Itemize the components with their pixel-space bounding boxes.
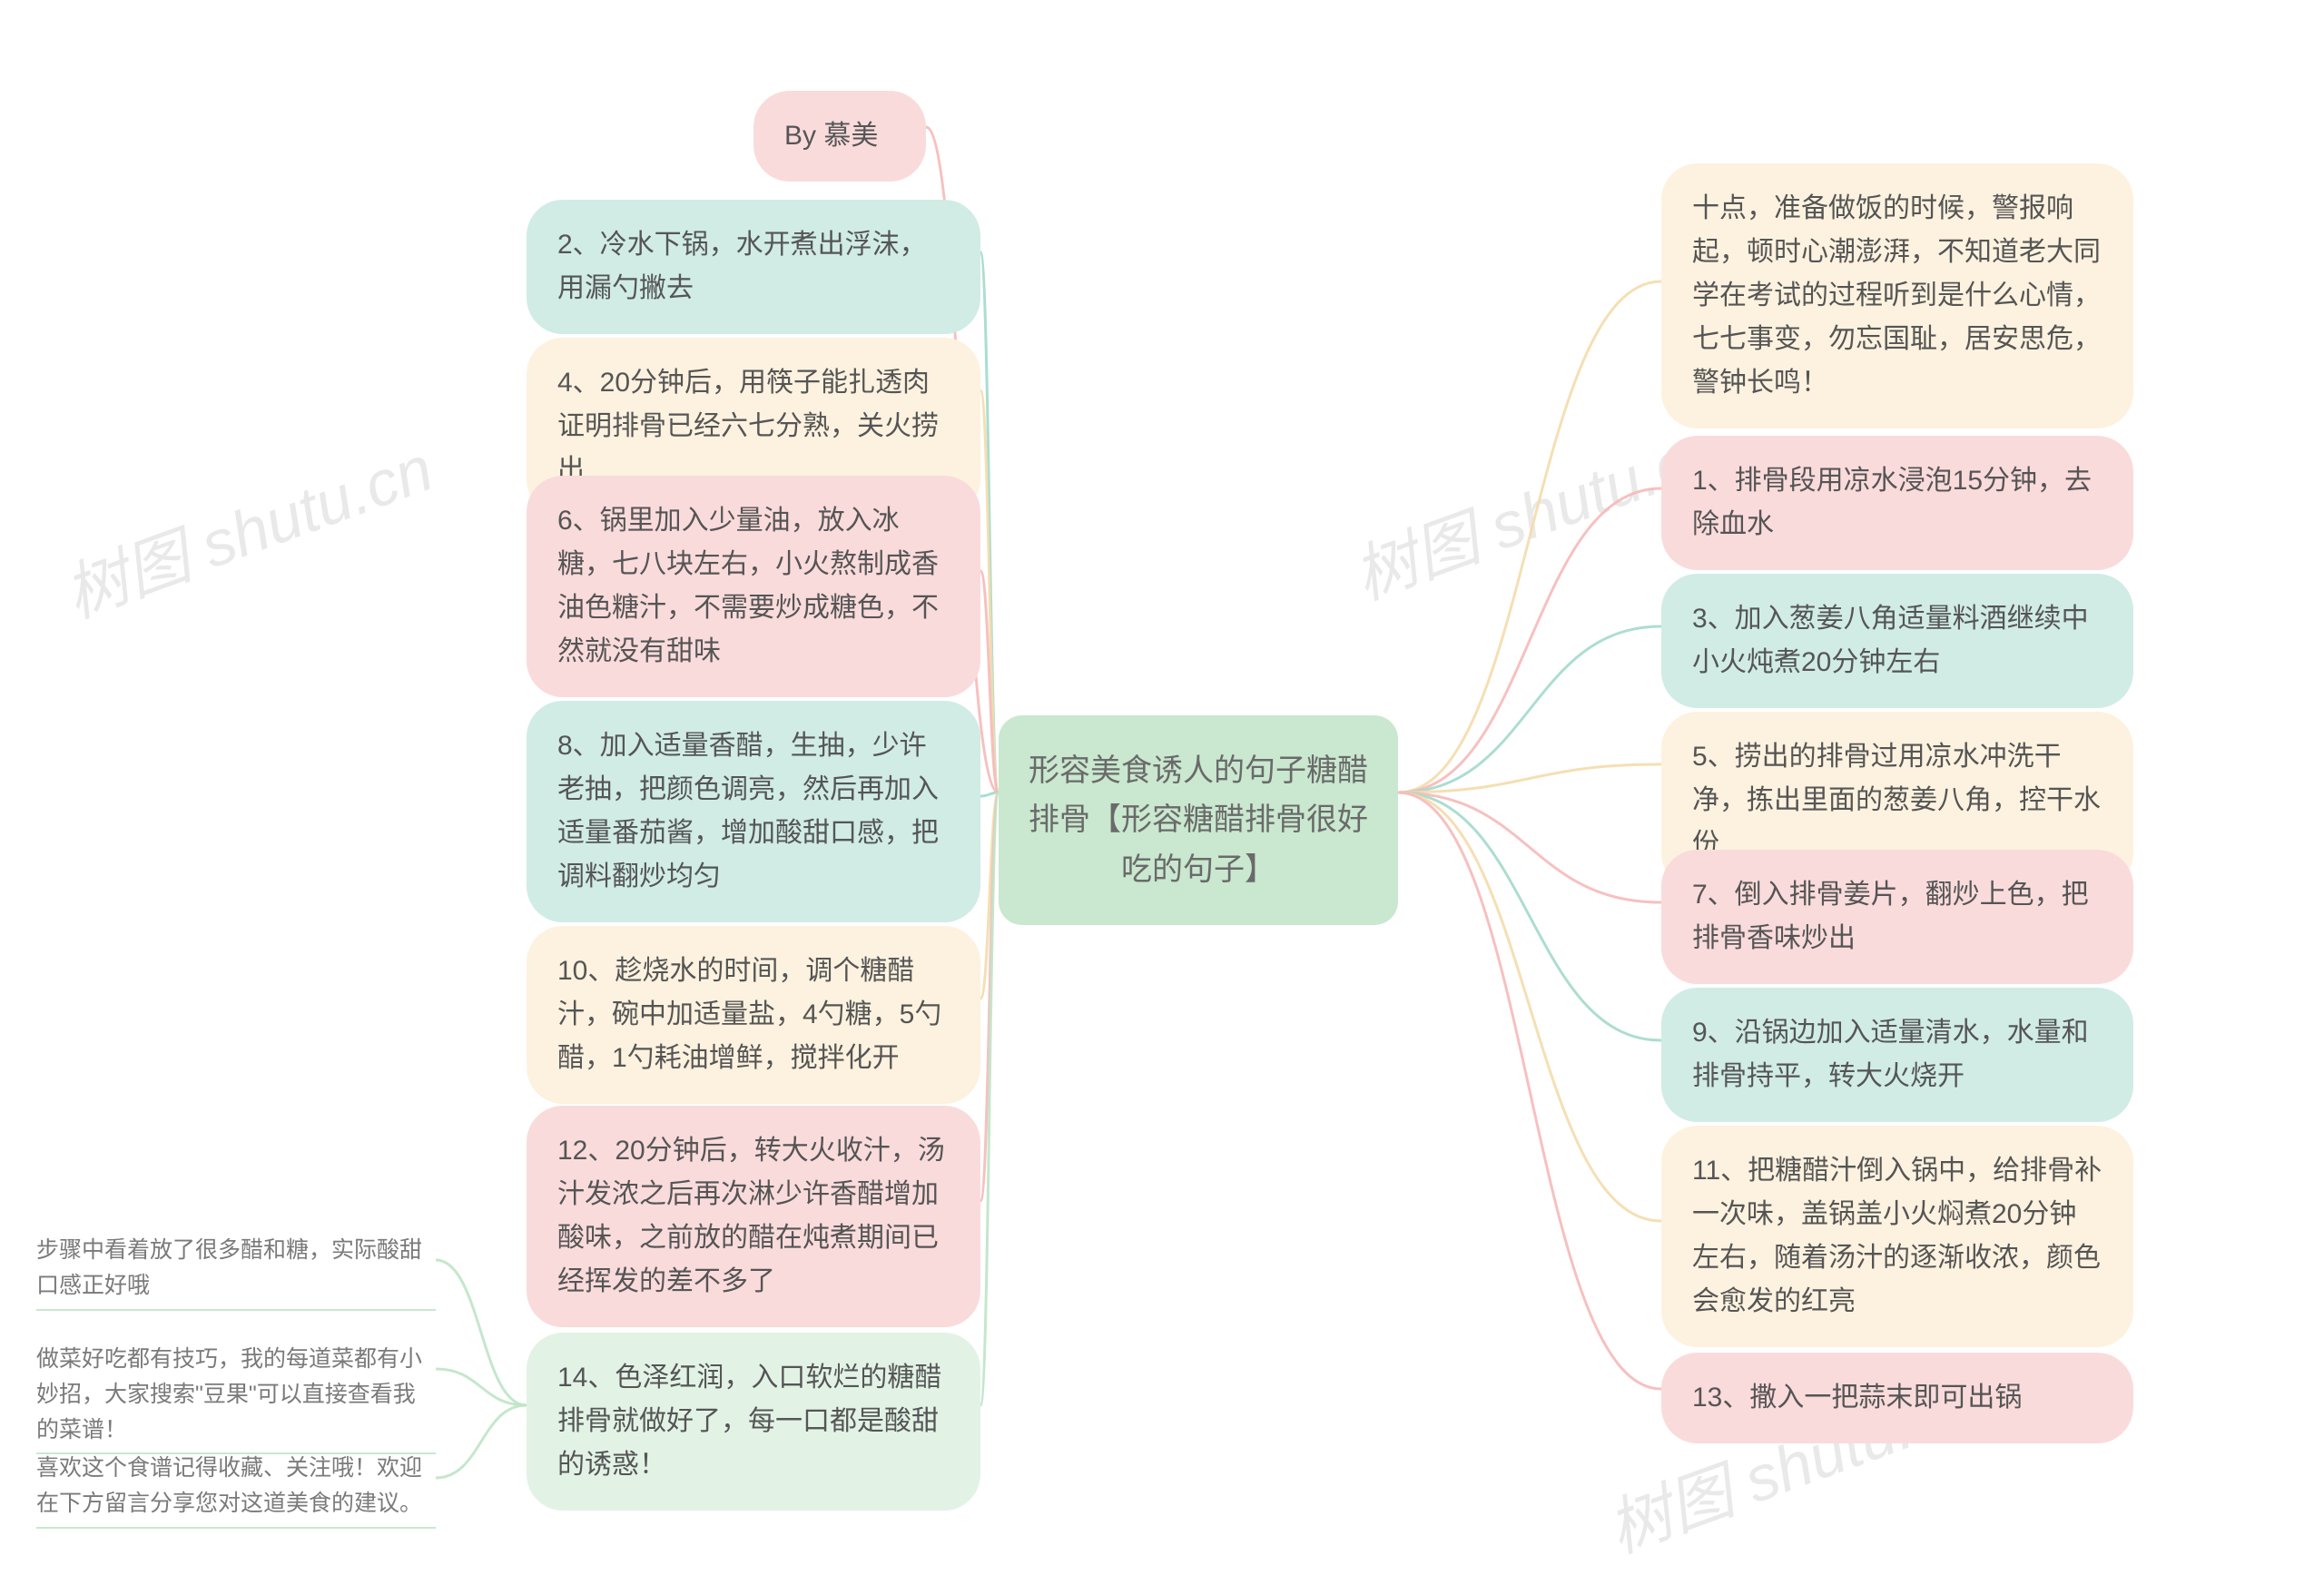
branch-step-12: 12、20分钟后，转大火收汁，汤汁发浓之后再次淋少许香醋增加酸味，之前放的醋在炖… <box>527 1106 980 1327</box>
branch-step-2: 2、冷水下锅，水开煮出浮沫，用漏勺撇去 <box>527 200 980 334</box>
branch-step-14: 14、色泽红润，入口软烂的糖醋排骨就做好了，每一口都是酸甜的诱惑！ <box>527 1333 980 1511</box>
center-topic: 形容美食诱人的句子糖醋排骨【形容糖醋排骨很好吃的句子】 <box>999 715 1398 925</box>
branch-step-11: 11、把糖醋汁倒入锅中，给排骨补一次味，盖锅盖小火焖煮20分钟左右，随着汤汁的逐… <box>1661 1126 2133 1347</box>
branch-step-3: 3、加入葱姜八角适量料酒继续中小火炖煮20分钟左右 <box>1661 574 2133 708</box>
watermark: 树图 shutu.cn <box>51 418 444 636</box>
branch-step-10: 10、趁烧水的时间，调个糖醋汁，碗中加适量盐，4勺糖，5勺醋，1勺耗油增鲜，搅拌… <box>527 926 980 1104</box>
branch-intro: 十点，准备做饭的时候，警报响起，顿时心潮澎湃，不知道老大同学在考试的过程听到是什… <box>1661 163 2133 428</box>
branch-step-9: 9、沿锅边加入适量清水，水量和排骨持平，转大火烧开 <box>1661 988 2133 1122</box>
subnote-tip-search: 做菜好吃都有技巧，我的每道菜都有小妙招，大家搜索"豆果"可以直接查看我的菜谱！ <box>36 1342 436 1454</box>
branch-step-7: 7、倒入排骨姜片，翻炒上色，把排骨香味炒出 <box>1661 850 2133 984</box>
branch-step-8: 8、加入适量香醋，生抽，少许老抽，把颜色调亮，然后再加入适量番茄酱，增加酸甜口感… <box>527 701 980 922</box>
branch-step-6: 6、锅里加入少量油，放入冰糖，七八块左右，小火熬制成香油色糖汁，不需要炒成糖色，… <box>527 476 980 697</box>
branch-step-13: 13、撒入一把蒜末即可出锅 <box>1661 1353 2133 1443</box>
branch-step-1: 1、排骨段用凉水浸泡15分钟，去除血水 <box>1661 436 2133 570</box>
subnote-tip-follow: 喜欢这个食谱记得收藏、关注哦！欢迎在下方留言分享您对这道美食的建议。 <box>36 1451 436 1529</box>
branch-author: By 慕美 <box>753 91 926 182</box>
subnote-tip-taste: 步骤中看着放了很多醋和糖，实际酸甜口感正好哦 <box>36 1233 436 1311</box>
